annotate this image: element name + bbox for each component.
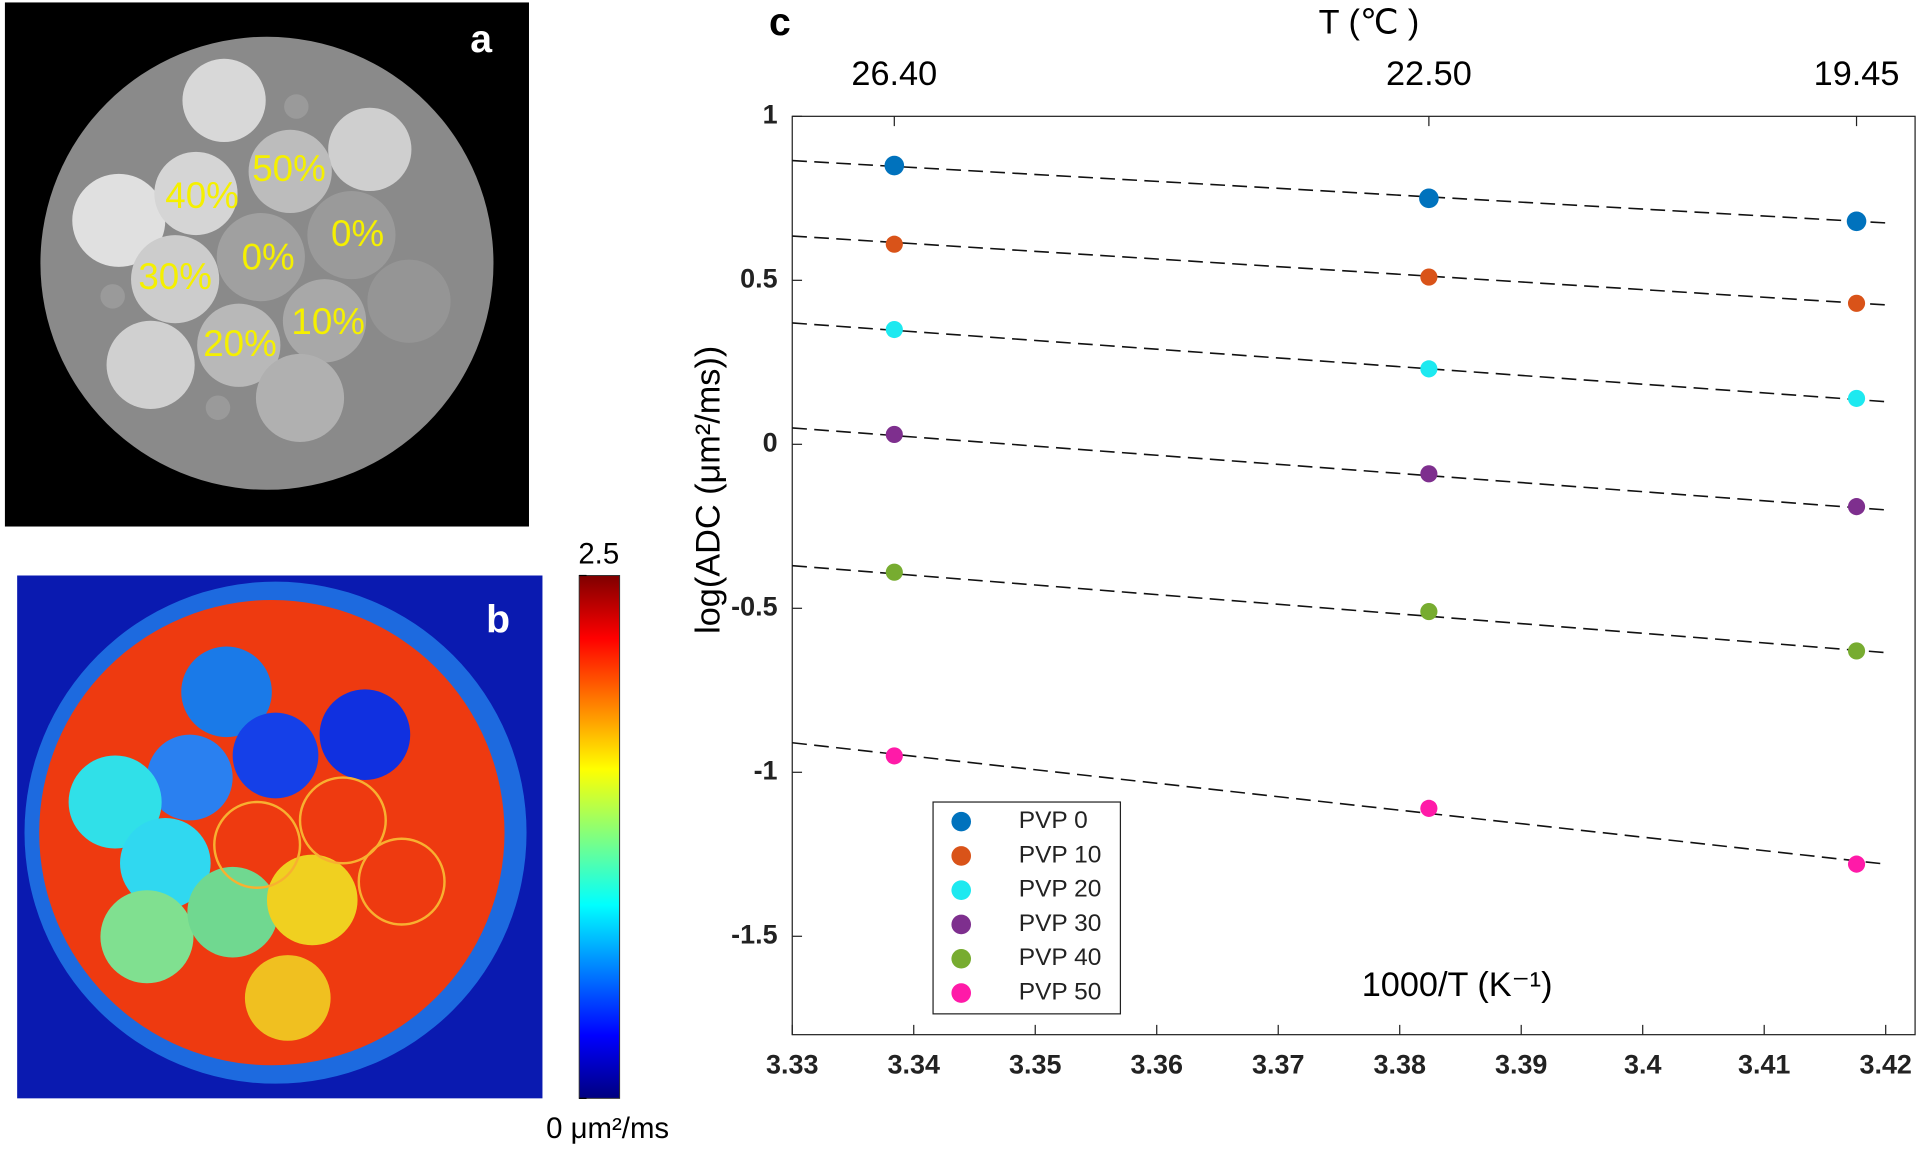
y-tick-label: 0.5 (740, 263, 777, 293)
fit-line (792, 159, 1886, 224)
colorbar-tick-label: 2.5 (578, 538, 619, 571)
legend-marker (951, 880, 972, 900)
data-point (884, 155, 905, 176)
legend-marker (951, 948, 972, 969)
x-tick-label: 3.41 (1738, 1050, 1790, 1080)
annotation: 40% (165, 175, 239, 216)
data-point (1419, 188, 1439, 209)
y-tick-label: -1.5 (731, 919, 777, 949)
colorbar (578, 575, 621, 1099)
legend-marker (951, 811, 972, 832)
data-point (885, 747, 903, 765)
annotation: 50% (252, 148, 326, 189)
fit-line (792, 427, 1886, 511)
annotation: 0% (331, 213, 384, 254)
y-tick-label: -0.5 (731, 591, 777, 621)
x-tick-label: 3.4 (1624, 1050, 1661, 1080)
legend-label: PVP 30 (1019, 910, 1102, 937)
data-point (1420, 799, 1438, 817)
fit-line (792, 322, 1886, 403)
data-point (885, 425, 903, 444)
legend-label: PVP 20 (1019, 876, 1102, 903)
data-point (885, 320, 903, 339)
legend-marker (951, 983, 972, 1003)
panel-label: c (769, 1, 791, 44)
legend-marker (951, 846, 972, 866)
panel-b-image (17, 575, 543, 1099)
x2-axis-label: T (℃ ) (1319, 4, 1420, 42)
x-tick-label: 3.42 (1859, 1050, 1911, 1080)
legend-label: PVP 10 (1019, 841, 1102, 868)
data-point (1420, 603, 1438, 621)
legend-box (932, 801, 1122, 1015)
annotation: 20% (203, 323, 277, 364)
x-tick-label: 3.35 (1009, 1050, 1061, 1080)
x2-tick-label: 19.45 (1814, 55, 1900, 93)
data-point (885, 235, 903, 253)
panel-label: b (486, 598, 510, 641)
y-tick-label: 1 (763, 99, 778, 129)
x-tick-label: 3.36 (1131, 1050, 1183, 1080)
data-point (1847, 389, 1866, 407)
data-point (885, 563, 903, 581)
x-tick-label: 3.33 (766, 1050, 818, 1080)
y-tick-label: -1 (754, 755, 778, 785)
annotation: 0% (242, 236, 295, 277)
data-point (1420, 268, 1438, 286)
legend-label: PVP 40 (1019, 944, 1102, 971)
data-point (1846, 211, 1867, 232)
panel-label: a (470, 18, 493, 61)
fit-line (792, 235, 1886, 306)
x-axis-label: 1000/T (K⁻¹) (1362, 966, 1553, 1004)
x-tick-label: 3.37 (1252, 1050, 1304, 1080)
data-point (1847, 855, 1866, 873)
legend-marker (951, 914, 972, 935)
data-point (1847, 498, 1866, 516)
x-tick-label: 3.34 (888, 1050, 940, 1080)
x2-tick-label: 22.50 (1386, 55, 1472, 93)
panel-a-image (4, 2, 529, 527)
x-tick-label: 3.38 (1374, 1050, 1426, 1080)
data-point (1847, 294, 1866, 312)
y-tick-label: 0 (763, 427, 778, 457)
x-tick-label: 3.39 (1495, 1050, 1547, 1080)
data-point (1420, 465, 1438, 483)
annotation: 30% (138, 256, 212, 297)
annotation: 10% (291, 301, 365, 342)
legend-label: PVP 0 (1019, 807, 1088, 834)
fit-line (792, 564, 1886, 654)
data-point (1420, 360, 1438, 378)
plot-frame (791, 115, 1916, 1036)
data-point (1847, 642, 1866, 660)
x2-tick-label: 26.40 (851, 55, 937, 93)
fit-line (792, 741, 1886, 865)
y-axis-label: log(ADC (μm²/ms)) (689, 346, 727, 634)
legend-label: PVP 50 (1019, 979, 1102, 1006)
colorbar-tick-label: 0 μm²/ms (546, 1112, 669, 1145)
